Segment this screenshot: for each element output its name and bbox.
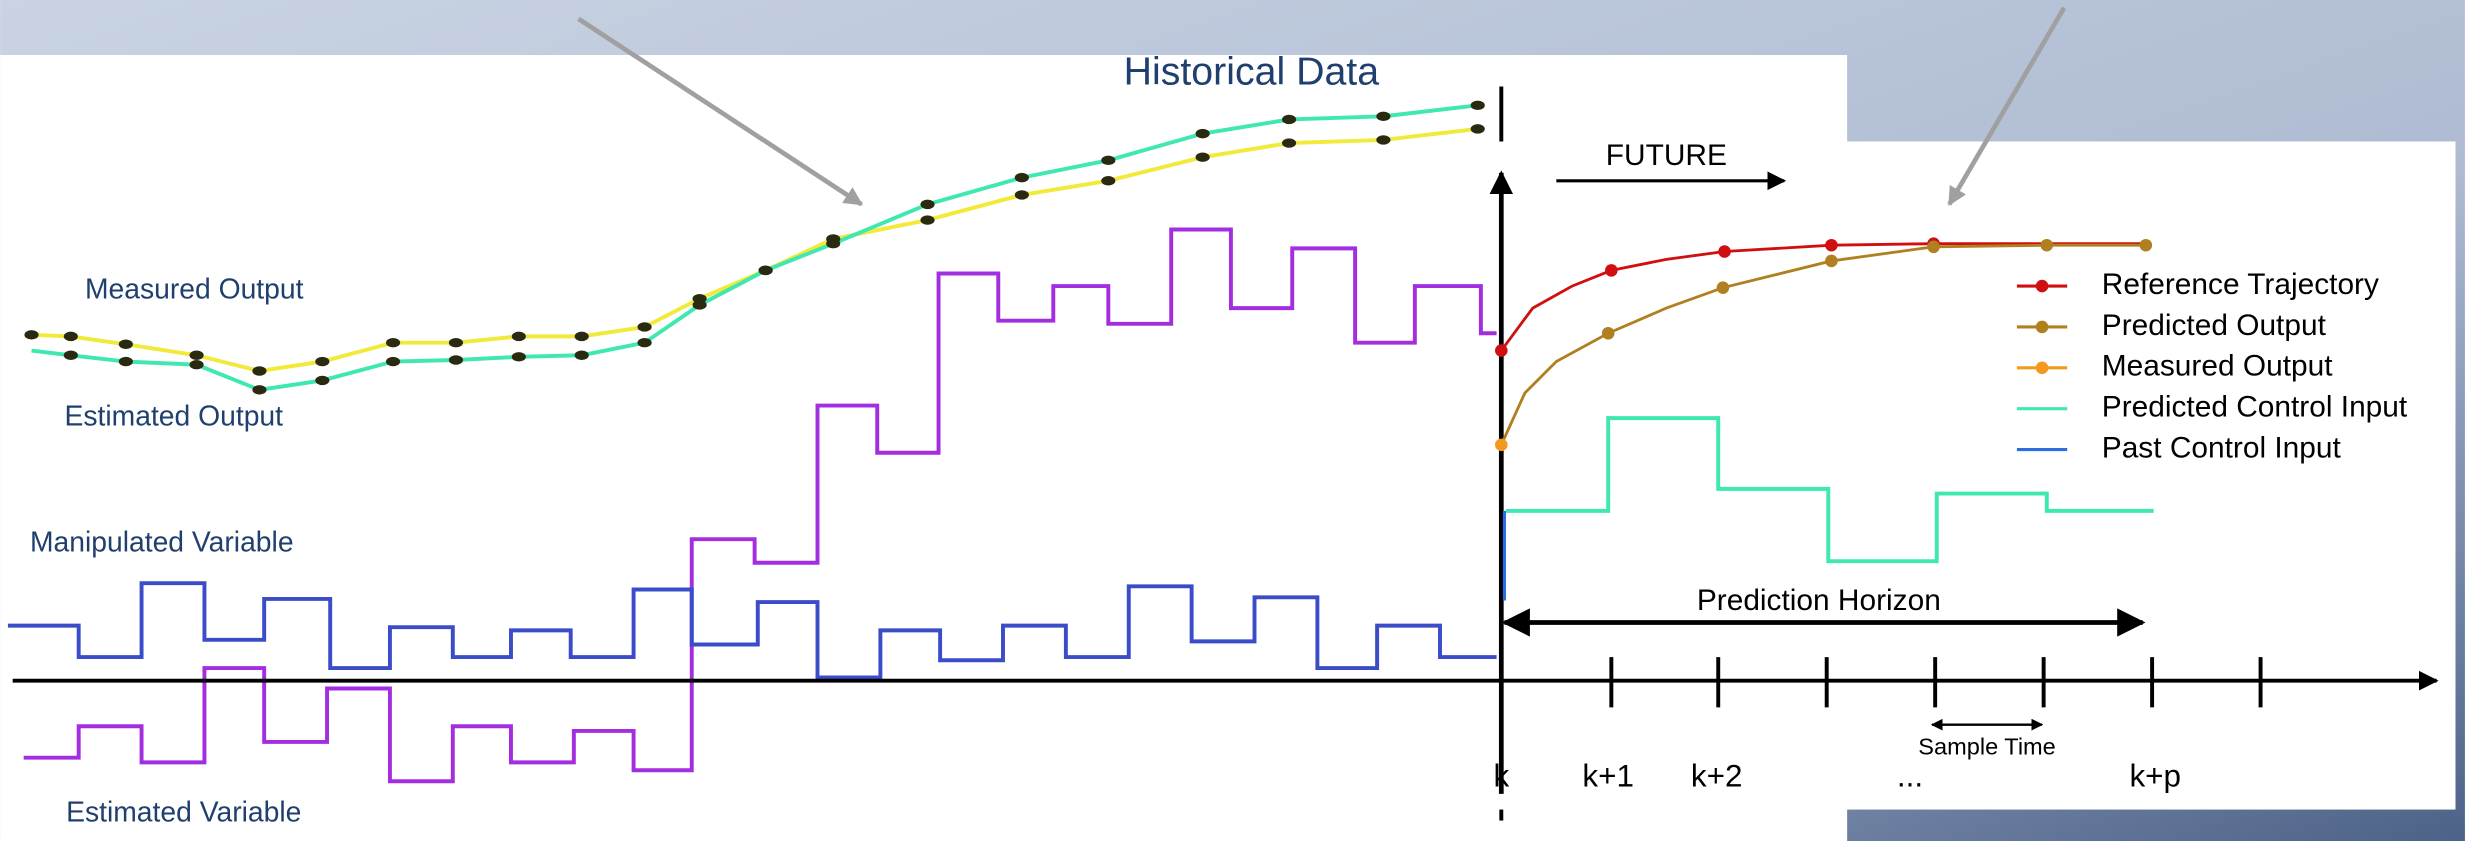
time-label: k <box>1493 758 1509 793</box>
sample-dot <box>1101 155 1116 166</box>
sample-dot <box>1470 100 1485 111</box>
title: Historical Data <box>1124 49 1380 93</box>
time-label: k+1 <box>1582 758 1634 793</box>
legend-label: Predicted Control Input <box>2102 391 2408 424</box>
sample-dot <box>692 300 707 310</box>
time-label: k+p <box>2129 758 2181 793</box>
sample-dot <box>920 199 935 210</box>
sample-dot <box>1101 176 1116 186</box>
pointer-arrow <box>1947 6 2067 206</box>
legend-dot <box>2035 279 2049 293</box>
sample-dot <box>1195 128 1210 139</box>
sample-time-label: Sample Time <box>1918 733 2056 759</box>
left-label: Measured Output <box>85 272 304 304</box>
sample-dot <box>252 385 267 395</box>
sample-dot <box>1376 135 1391 145</box>
legend-label: Reference Trajectory <box>2102 268 2379 301</box>
time-label: ... <box>1897 758 1923 793</box>
manipulated-variable-line <box>7 581 1497 680</box>
legend-label: Measured Output <box>2102 350 2333 383</box>
sample-dot <box>385 356 401 367</box>
sample-dots <box>24 100 1485 395</box>
sample-dot <box>315 356 330 367</box>
predicted-control-input <box>1506 416 2154 564</box>
sample-dot <box>1195 152 1210 162</box>
sample-dot <box>574 350 589 360</box>
sample-dot <box>63 350 78 360</box>
sample-dot <box>637 337 652 348</box>
reference-trajectory <box>1500 242 2146 352</box>
sample-dot <box>920 215 935 225</box>
left-label: Manipulated Variable <box>30 525 294 557</box>
sample-dot <box>511 331 526 342</box>
sample-dot <box>118 339 133 349</box>
future-label: FUTURE <box>1606 139 1727 172</box>
sample-dot <box>189 359 204 370</box>
legend-dot <box>2035 361 2049 375</box>
sample-dot <box>637 322 652 332</box>
sample-dot <box>1282 114 1297 125</box>
sample-dot <box>1376 111 1391 122</box>
sample-dot <box>24 330 39 340</box>
estimated-variable-line <box>23 227 1497 784</box>
predicted-dots <box>1601 238 2153 340</box>
sample-dot <box>511 352 526 362</box>
sample-dot <box>826 238 841 249</box>
sample-dot <box>1014 172 1029 183</box>
sample-dot <box>63 331 78 342</box>
legend-label: Past Control Input <box>2102 431 2342 464</box>
legend-dot <box>2035 320 2049 334</box>
sample-dot <box>189 350 204 360</box>
sample-dot <box>315 375 330 386</box>
sample-dot <box>1282 138 1297 148</box>
sample-dot <box>758 265 773 276</box>
sample-dot <box>574 331 589 342</box>
measured-dot <box>1495 438 1508 452</box>
sample-dot <box>118 356 133 367</box>
time-label: k+2 <box>1691 758 1743 793</box>
sample-dot <box>1470 124 1485 134</box>
horizon-label: Prediction Horizon <box>1697 584 1941 617</box>
sample-dot <box>385 337 401 348</box>
legend: Reference Trajectory Predicted Output Meas… <box>2016 268 2408 464</box>
sample-dot <box>1014 190 1029 200</box>
sample-dot <box>252 366 267 376</box>
predicted-output <box>1500 243 2146 446</box>
left-label: Estimated Output <box>65 400 284 432</box>
right-panel <box>1493 141 2456 810</box>
legend-label: Predicted Output <box>2102 309 2327 342</box>
sample-dot <box>448 355 464 365</box>
time-ticks <box>1609 657 2263 708</box>
left-label: Estimated Variable <box>66 796 301 828</box>
pointer-arrow <box>577 16 864 207</box>
sample-dot <box>448 337 464 348</box>
